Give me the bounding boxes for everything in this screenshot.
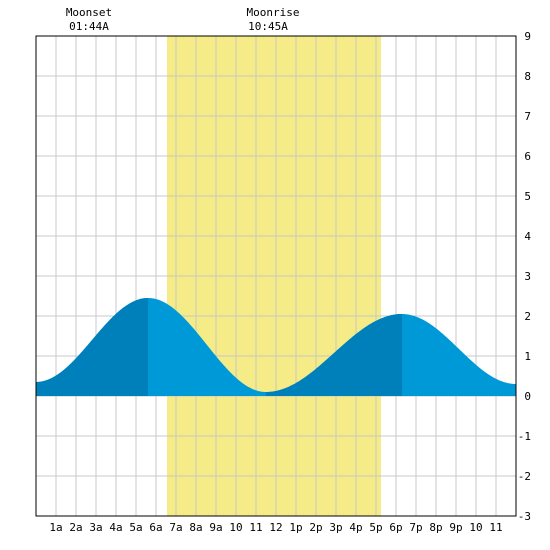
x-tick-label: 3p	[329, 521, 342, 534]
x-tick-label: 1a	[49, 521, 62, 534]
y-tick-label: 7	[524, 110, 531, 123]
y-tick-label: 4	[524, 230, 531, 243]
x-tick-label: 10	[469, 521, 482, 534]
x-tick-label: 7a	[169, 521, 182, 534]
y-tick-label: 5	[524, 190, 531, 203]
tide-area	[36, 298, 516, 396]
x-tick-label: 2a	[69, 521, 82, 534]
x-tick-label: 7p	[409, 521, 422, 534]
x-tick-label: 9p	[449, 521, 462, 534]
x-tick-label: 11	[249, 521, 262, 534]
x-tick-label: 10	[229, 521, 242, 534]
moonset-label: Moonset	[66, 6, 112, 19]
y-tick-label: 0	[524, 390, 531, 403]
plot-border	[35, 35, 517, 517]
x-axis-tick-labels: 1a 2a 3a 4a 5a 6a 7a 8a 9a 10 11 12 1p 2p 3p 4p 5p 6p 7p 8p…	[49, 521, 502, 534]
x-tick-label: 4p	[349, 521, 362, 534]
x-tick-label: 9a	[209, 521, 222, 534]
y-tick-label: 6	[524, 150, 531, 163]
x-tick-label: 12	[269, 521, 282, 534]
x-tick-label: 2p	[309, 521, 322, 534]
y-tick-label: -1	[518, 430, 531, 443]
tide-area-dark	[36, 298, 148, 396]
y-tick-label: -3	[518, 510, 531, 523]
y-axis-tick-labels: -3 -2 -1 0 1 2 3 4 5 6 7 8 9	[518, 30, 532, 523]
x-tick-label: 3a	[89, 521, 102, 534]
x-tick-label: 8a	[189, 521, 202, 534]
y-tick-label: 8	[524, 70, 531, 83]
moonrise-label: Moonrise	[247, 6, 300, 19]
x-tick-label: 5p	[369, 521, 382, 534]
y-tick-label: 9	[524, 30, 531, 43]
x-tick-label: 1p	[289, 521, 302, 534]
x-tick-label: 5a	[129, 521, 142, 534]
x-tick-label: 6p	[389, 521, 402, 534]
y-tick-label: 3	[524, 270, 531, 283]
y-tick-label: 2	[524, 310, 531, 323]
y-tick-label: -2	[518, 470, 531, 483]
grid-lines	[36, 36, 516, 516]
moonrise-time: 10:45A	[248, 20, 288, 33]
x-tick-label: 4a	[109, 521, 122, 534]
y-tick-label: 1	[524, 350, 531, 363]
moonset-time: 01:44A	[69, 20, 109, 33]
x-tick-label: 6a	[149, 521, 162, 534]
x-tick-label: 11	[489, 521, 502, 534]
tide-area-dark	[266, 314, 402, 396]
x-tick-label: 8p	[429, 521, 442, 534]
